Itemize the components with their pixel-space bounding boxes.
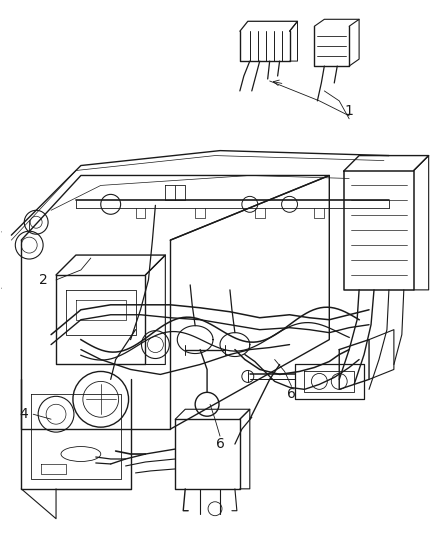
- Text: 1: 1: [345, 104, 353, 118]
- Text: 6: 6: [215, 437, 224, 451]
- Text: 4: 4: [19, 407, 28, 421]
- Text: 2: 2: [39, 273, 47, 287]
- Text: 6: 6: [287, 387, 296, 401]
